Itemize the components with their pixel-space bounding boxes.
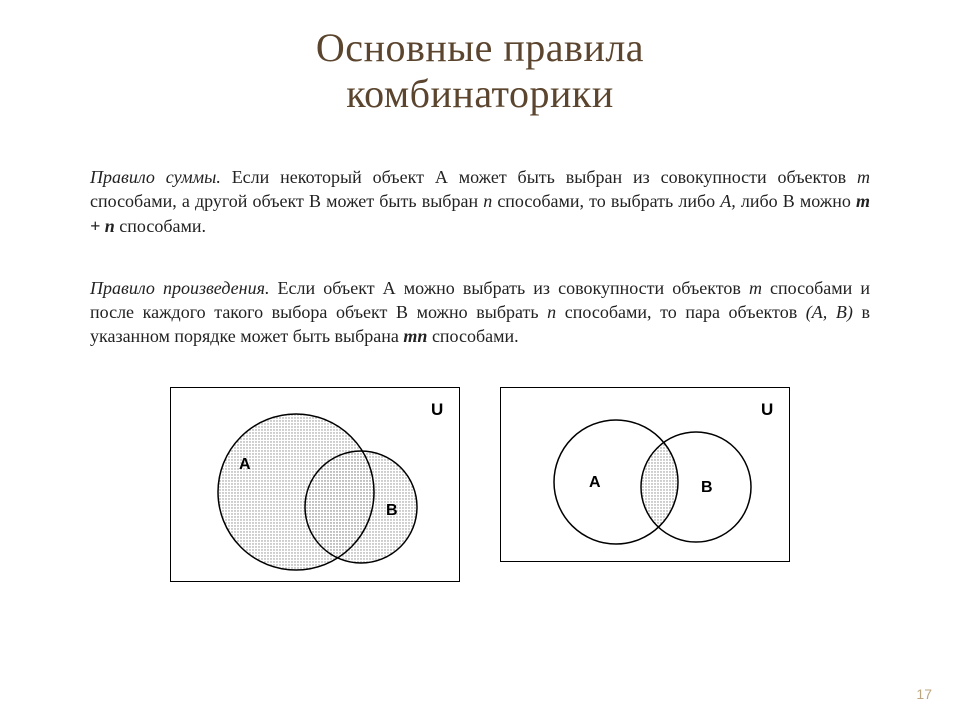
label-a: A <box>589 474 601 491</box>
product-rule-text-5: способами. <box>427 326 518 346</box>
sum-rule-lead: Правило суммы. <box>90 167 221 187</box>
paragraph-sum-rule: Правило суммы. Если некоторый объект А м… <box>90 165 870 238</box>
label-a: A <box>239 456 251 473</box>
sum-rule-text-1: Если некоторый объект А может быть выбра… <box>221 167 857 187</box>
var-n-2: n <box>547 302 556 322</box>
sum-rule-text-3: способами, то выбрать либо <box>492 191 720 211</box>
var-m: m <box>857 167 870 187</box>
page-number: 17 <box>916 686 932 702</box>
slide-title: Основные правила комбинаторики <box>90 25 870 117</box>
product-rule-text-1: Если объект А можно выбрать из совокупно… <box>269 278 749 298</box>
label-u: U <box>761 400 773 419</box>
label-b: B <box>386 502 398 519</box>
sum-rule-text-2: способами, а другой объект В может быть … <box>90 191 483 211</box>
var-m-2: m <box>749 278 762 298</box>
label-b: B <box>701 479 713 496</box>
product-rule-lead: Правило произведения. <box>90 278 269 298</box>
title-line-2: комбинаторики <box>346 71 614 116</box>
slide: Основные правила комбинаторики Правило с… <box>0 0 960 720</box>
sum-rule-text-4: либо В можно <box>736 191 856 211</box>
product-rule-text-3: способами, то пара объектов <box>556 302 806 322</box>
venn-diagram-union: A B U <box>170 387 460 582</box>
label-u: U <box>431 400 443 419</box>
var-AB: (А, В) <box>806 302 853 322</box>
title-line-1: Основные правила <box>316 25 644 70</box>
venn-diagram-intersection: A B U <box>500 387 790 562</box>
sum-rule-text-5: способами. <box>115 216 206 236</box>
paragraph-product-rule: Правило произведения. Если объект А можн… <box>90 276 870 349</box>
var-mn: mn <box>403 326 427 346</box>
var-n: n <box>483 191 492 211</box>
var-A: А, <box>720 191 736 211</box>
diagrams-row: A B U A B U <box>90 387 870 582</box>
